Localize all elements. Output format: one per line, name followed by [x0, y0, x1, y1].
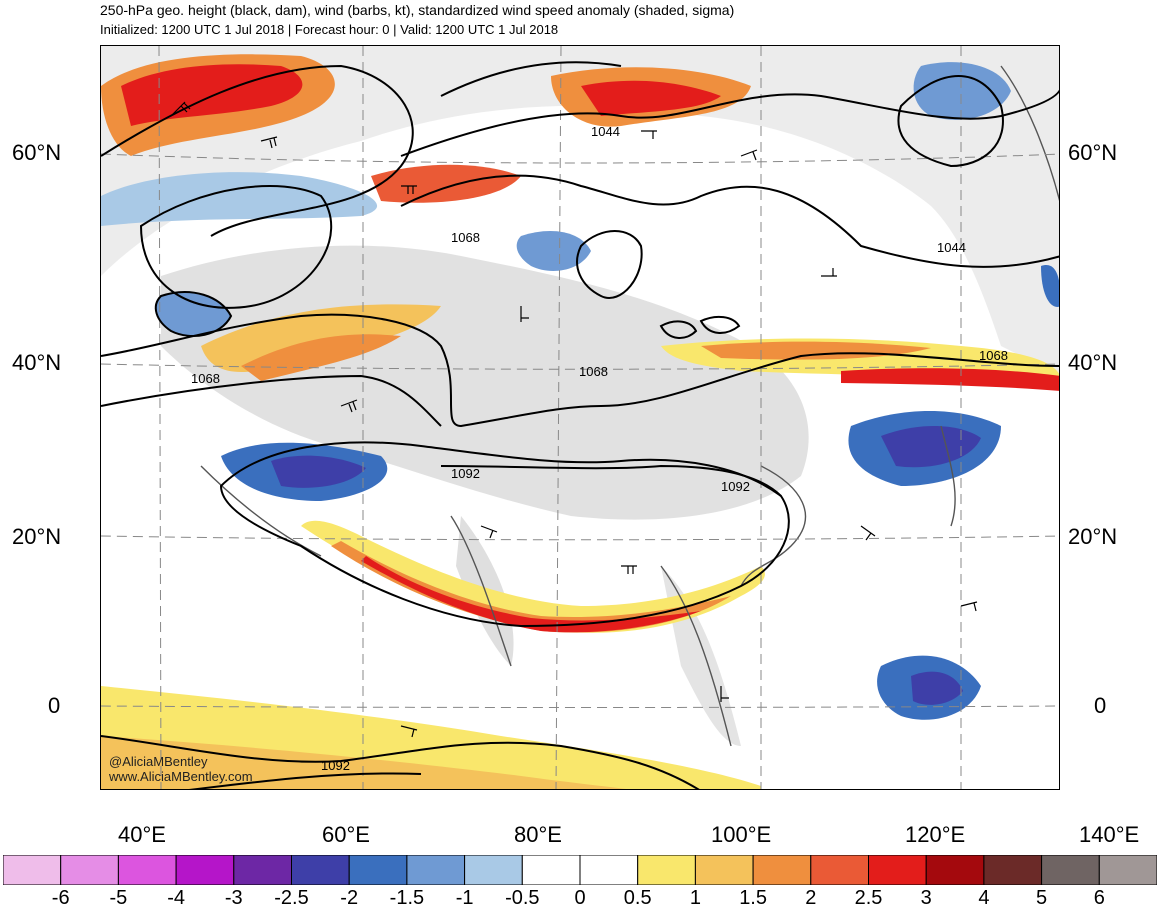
- contour-label: 1068: [191, 371, 220, 386]
- colorbar-tick-label: 5: [1036, 887, 1048, 909]
- colorbar-swatch: [291, 854, 350, 886]
- colorbar-swatch: [521, 854, 581, 886]
- colorbar-tick-label: 0: [574, 887, 586, 909]
- colorbar-swatch: [60, 854, 119, 886]
- lon-label-140e: 140°E: [1079, 822, 1140, 847]
- colorbar-swatch: [752, 854, 812, 886]
- colorbar: [2, 854, 1158, 886]
- colorbar-tick-label: 3: [920, 887, 932, 909]
- colorbar-swatch: [810, 854, 869, 886]
- contour-label: 1044: [937, 240, 966, 255]
- lat-label-40n-right: 40°N: [1068, 350, 1118, 375]
- colorbar-swatch: [694, 854, 754, 886]
- lat-label-20n-left: 20°N: [12, 524, 62, 549]
- colorbar-swatch: [117, 854, 177, 886]
- lat-label-40n-left: 40°N: [12, 350, 62, 375]
- contour-label: 1068: [451, 230, 480, 245]
- colorbar-swatch: [925, 854, 985, 886]
- contour-label: 1068: [979, 348, 1008, 363]
- colorbar-tick-label: 1.5: [739, 887, 767, 909]
- colorbar-tick-label: 2: [805, 887, 817, 909]
- contour-label: 1092: [321, 758, 350, 773]
- colorbar-tick-label: 0.5: [623, 887, 652, 909]
- lat-label-0-right: 0: [1094, 693, 1107, 718]
- colorbar-swatch: [1098, 854, 1158, 886]
- contour-label: 1068: [579, 364, 608, 379]
- colorbar-swatch: [579, 854, 639, 886]
- colorbar-tick-label: 2.5: [854, 887, 883, 909]
- colorbar-tick-label: 6: [1093, 887, 1105, 909]
- colorbar-tick-label: -6: [51, 887, 70, 909]
- lat-label-20n-right: 20°N: [1068, 524, 1118, 549]
- coastlines: [200, 65, 1059, 747]
- colorbar-swatch: [233, 854, 293, 886]
- colorbar-tick-label: 1: [689, 887, 701, 909]
- lat-label-0-left: 0: [48, 693, 61, 718]
- colorbar-tick-label: -1: [455, 887, 474, 909]
- credit-handle: @AliciaMBentley: [109, 754, 208, 769]
- colorbar-swatch: [2, 854, 62, 886]
- colorbar-tick-label: 4: [978, 887, 990, 909]
- contour-label: 1092: [451, 466, 480, 481]
- colorbar-tick-label: -3: [224, 887, 243, 909]
- lon-label-80e: 80°E: [514, 822, 562, 847]
- colorbar-tick-label: -2: [340, 887, 359, 909]
- colorbar-tick-label: -0.5: [505, 887, 540, 909]
- colorbar-swatch: [1041, 854, 1100, 886]
- lat-label-60n-right: 60°N: [1068, 140, 1118, 165]
- map-subtitle: Initialized: 1200 UTC 1 Jul 2018 | Forec…: [100, 22, 559, 37]
- colorbar-swatch: [868, 854, 927, 886]
- colorbar-tick-label: -4: [167, 887, 185, 909]
- colorbar-tick-label: -2.5: [274, 887, 309, 909]
- map-panel: 1044 1068 1068 1044 1068 1068 1068 1092 …: [100, 45, 1060, 790]
- lon-label-120e: 120°E: [905, 822, 966, 847]
- lon-label-100e: 100°E: [711, 822, 772, 847]
- credit-url: www.AliciaMBentley.com: [109, 769, 253, 784]
- map-canvas: 1044 1068 1068 1044 1068 1068 1068 1092 …: [101, 46, 1059, 789]
- colorbar-swatch: [348, 854, 408, 886]
- colorbar-swatches: [2, 854, 1158, 886]
- colorbar-swatch: [637, 854, 696, 886]
- lat-label-60n-left: 60°N: [12, 140, 62, 165]
- colorbar-swatch: [464, 854, 523, 886]
- contour-labels: 1044 1068 1068 1044 1068 1068 1068 1092 …: [191, 124, 1008, 773]
- colorbar-tick-label: -5: [109, 887, 128, 909]
- height-contours: [101, 61, 1059, 789]
- colorbar-swatch: [175, 854, 235, 886]
- map-title: 250-hPa geo. height (black, dam), wind (…: [100, 2, 735, 18]
- contour-label: 1044: [591, 124, 620, 139]
- wind-barbs: [170, 101, 978, 738]
- colorbar-swatch: [983, 854, 1043, 886]
- contour-label: 1092: [721, 479, 750, 494]
- colorbar-swatch: [406, 854, 466, 886]
- lon-label-40e: 40°E: [118, 822, 166, 847]
- colorbar-tick-label: -1.5: [389, 887, 425, 909]
- lon-label-60e: 60°E: [322, 822, 370, 847]
